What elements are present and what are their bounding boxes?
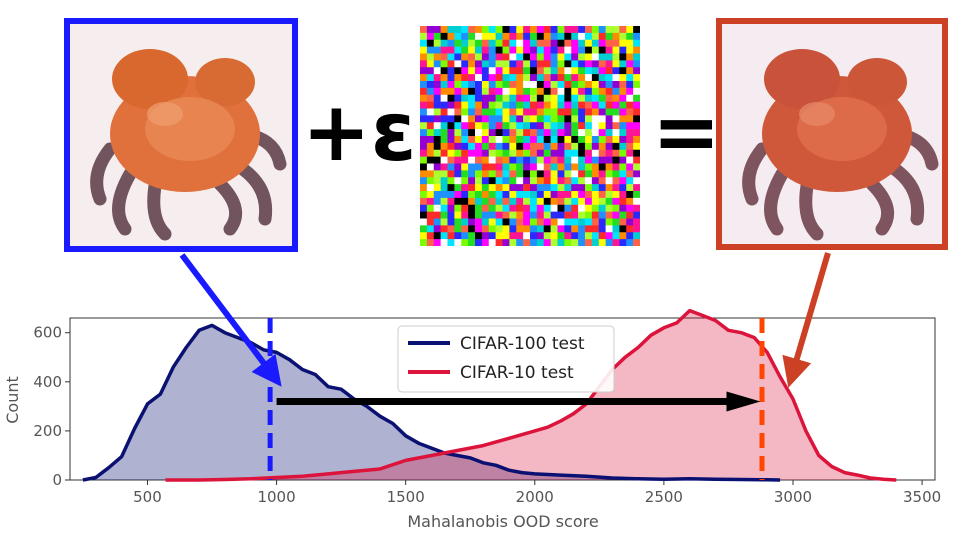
shift-arrowhead (726, 391, 761, 412)
legend-label-cifar100: CIFAR-100 test (460, 334, 585, 354)
x-tick-label: 3000 (774, 488, 812, 506)
crab-icon (722, 24, 942, 244)
equals-operator: = (652, 85, 721, 180)
legend-label-cifar10: CIFAR-10 test (460, 363, 574, 383)
right-image-connector (782, 252, 831, 388)
y-tick-label: 200 (33, 422, 62, 440)
x-tick-label: 2500 (645, 488, 683, 506)
noise-image (420, 26, 640, 246)
y-axis-label: Count (3, 376, 22, 424)
x-tick-label: 1000 (257, 488, 295, 506)
x-tick-label: 500 (133, 488, 162, 506)
legend: CIFAR-100 test CIFAR-10 test (397, 325, 615, 393)
y-tick-label: 0 (52, 471, 62, 489)
cifar10-line (165, 308, 897, 482)
left-image-connector (179, 253, 282, 387)
y-tick-label: 600 (33, 324, 62, 342)
perturbed-crab-image (716, 18, 948, 250)
clean-crab-image (64, 18, 298, 252)
x-tick-label: 2000 (516, 488, 554, 506)
x-tick-label: 3500 (903, 488, 941, 506)
y-tick-label: 400 (33, 373, 62, 391)
cifar10-area (165, 310, 897, 480)
plus-epsilon-operator: +ε (302, 85, 417, 180)
crab-icon (70, 24, 292, 246)
x-axis-label: Mahalanobis OOD score (407, 512, 598, 531)
x-tick-label: 1500 (387, 488, 425, 506)
cifar100-line (82, 323, 781, 482)
